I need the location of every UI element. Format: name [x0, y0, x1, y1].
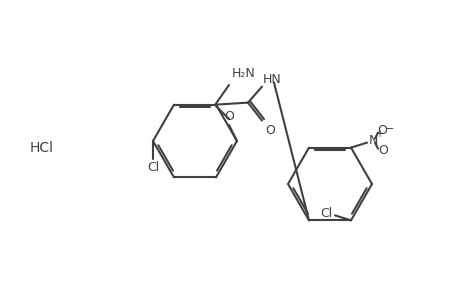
Text: +: + [374, 129, 382, 139]
Text: O: O [264, 124, 274, 137]
Text: Cl: Cl [147, 161, 159, 174]
Text: HCl: HCl [30, 141, 54, 155]
Text: O: O [376, 124, 386, 137]
Text: O: O [223, 110, 233, 123]
Text: −: − [384, 124, 394, 133]
Text: N: N [368, 134, 378, 147]
Text: HN: HN [263, 73, 281, 86]
Text: Cl: Cl [320, 207, 332, 220]
Text: O: O [377, 144, 387, 157]
Text: H₂N: H₂N [232, 67, 255, 80]
